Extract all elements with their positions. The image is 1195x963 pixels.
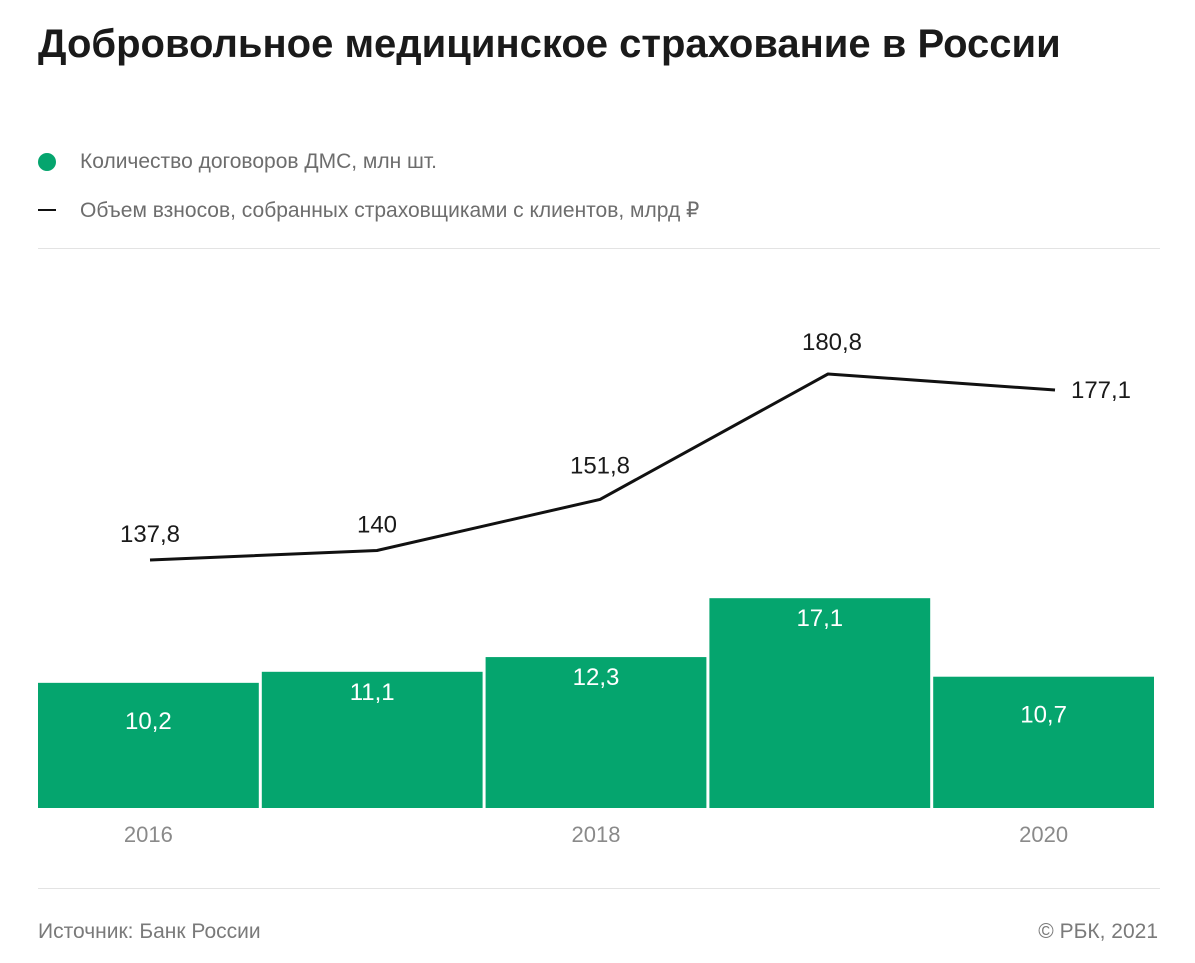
line-label-2018: 151,8 (570, 452, 630, 479)
line-label-2020: 177,1 (1071, 377, 1131, 404)
line-label-2017: 140 (357, 511, 397, 538)
line-label-2019: 180,8 (802, 329, 862, 356)
bar-2016 (38, 682, 259, 808)
bar-label-2017: 11,1 (350, 679, 395, 706)
chart-title: Добровольное медицинское страхование в Р… (38, 22, 1061, 66)
legend-item-contracts: Количество договоров ДМС, млн шт. (38, 138, 1158, 186)
copyright-note: © РБК, 2021 (1038, 920, 1158, 943)
green-dot-icon (38, 153, 56, 171)
bar-label-2018: 12,3 (573, 664, 620, 691)
legend-label-contracts: Количество договоров ДМС, млн шт. (80, 150, 438, 173)
x-tick-2016: 2016 (124, 822, 173, 847)
bottom-divider (38, 888, 1160, 889)
x-tick-2018: 2018 (572, 822, 621, 847)
line-label-2016: 137,8 (120, 521, 180, 548)
premiums-line (149, 372, 1056, 562)
line-swatch-icon (38, 209, 56, 211)
bar-2018 (485, 657, 707, 808)
legend: Количество договоров ДМС, млн шт. Объем … (38, 138, 1158, 234)
chart-plot: 10,2 11,1 12,3 17,1 10,7 137,8 140 151,8 180,8 17… (38, 329, 1154, 847)
bar-2019 (709, 598, 931, 808)
x-tick-2020: 2020 (1019, 822, 1068, 847)
top-divider (38, 248, 1160, 249)
bar-2020 (933, 676, 1154, 808)
bar-label-2016: 10,2 (125, 708, 172, 735)
bar-label-2020: 10,7 (1020, 702, 1067, 729)
legend-label-premiums: Объем взносов, собранных страховщиками с… (80, 198, 700, 222)
bar-label-2019: 17,1 (796, 605, 843, 632)
legend-item-premiums: Объем взносов, собранных страховщиками с… (38, 186, 1158, 234)
bar-2017 (261, 671, 483, 808)
source-note: Источник: Банк России (38, 920, 261, 943)
